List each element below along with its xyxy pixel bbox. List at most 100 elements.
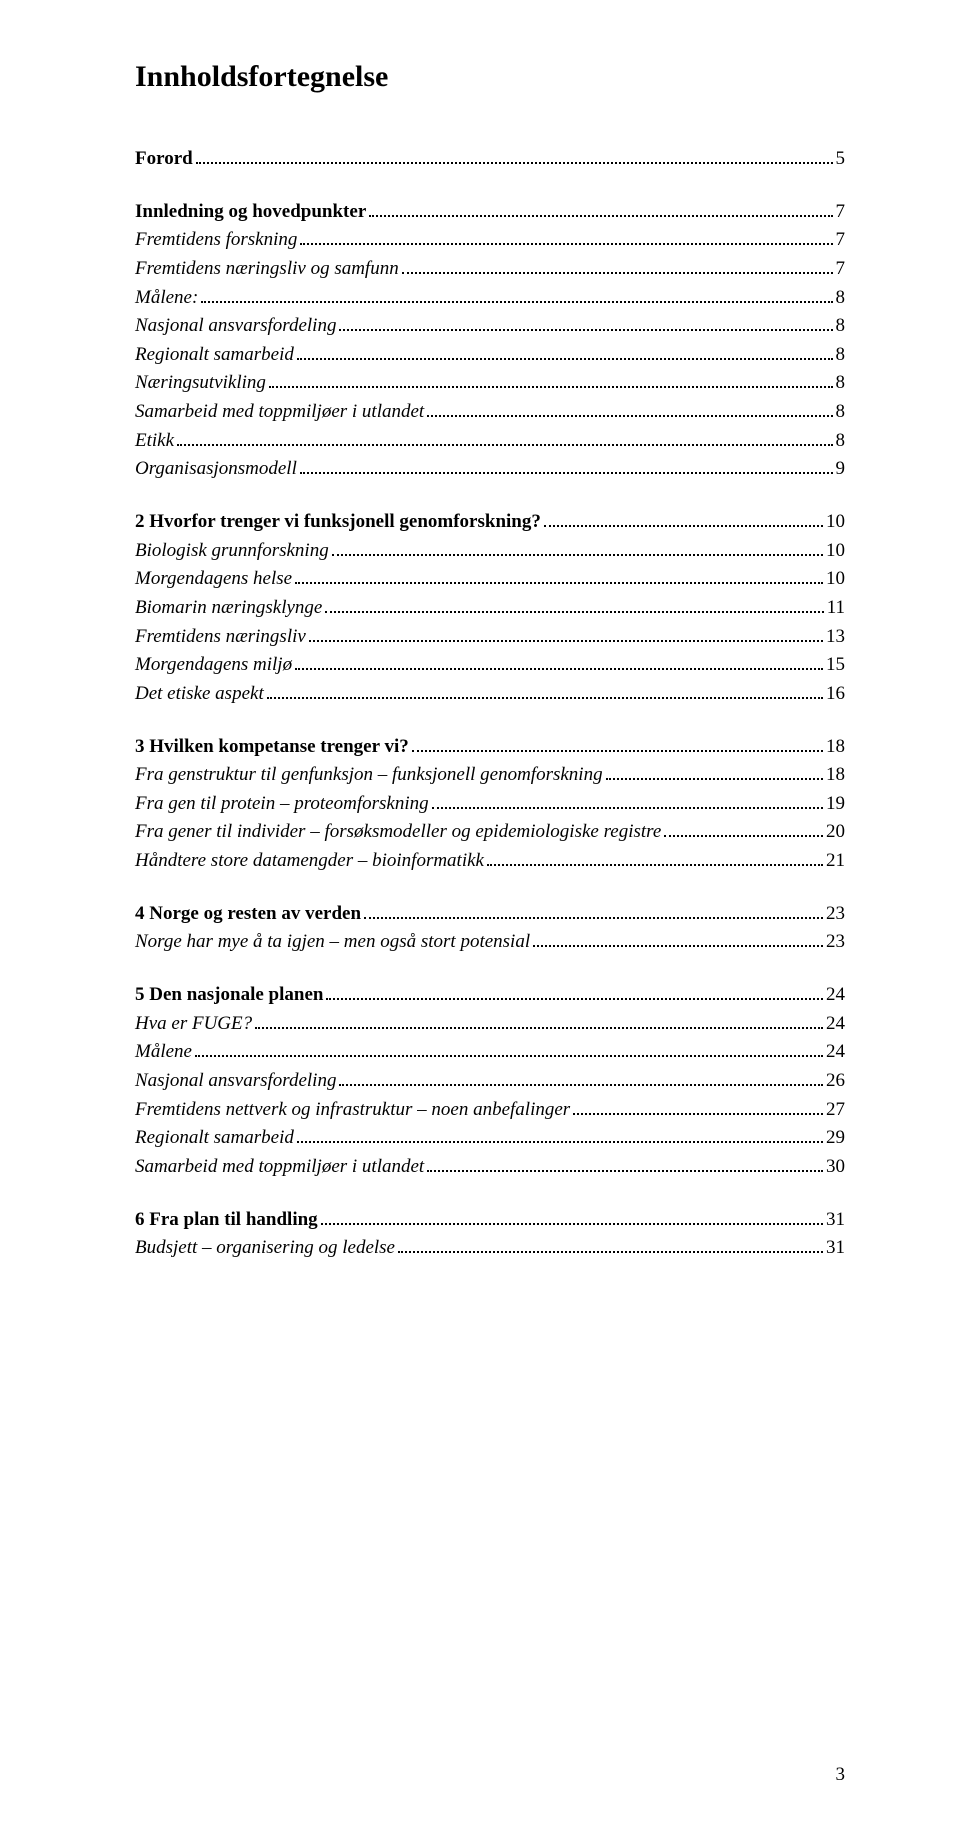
document-page: Innholdsfortegnelse Forord5Innledning og…: [0, 0, 960, 1824]
toc-entry: Fra gener til individer – forsøksmodelle…: [135, 819, 845, 845]
toc-leader-dots: [369, 215, 832, 217]
toc-leader-dots: [533, 945, 823, 947]
toc-entry: Organisasjonsmodell9: [135, 456, 845, 482]
toc-entry-label: Regionalt samarbeid: [135, 1125, 294, 1151]
section-spacer: [135, 877, 845, 901]
toc-entry-label: Hva er FUGE?: [135, 1011, 252, 1037]
toc-entry-page: 8: [836, 370, 846, 396]
toc-entry-label: 4 Norge og resten av verden: [135, 901, 361, 927]
toc-leader-dots: [300, 243, 832, 245]
toc-entry-label: Næringsutvikling: [135, 370, 266, 396]
toc-entry-label: Nasjonal ansvarsfordeling: [135, 1068, 336, 1094]
toc-entry: Næringsutvikling 8: [135, 370, 845, 396]
toc-leader-dots: [339, 329, 832, 331]
toc-entry-page: 24: [826, 1039, 845, 1065]
toc-leader-dots: [364, 917, 823, 919]
toc-entry: Fra gen til protein – proteomforskning19: [135, 791, 845, 817]
toc-entry-label: Morgendagens miljø: [135, 652, 292, 678]
toc-leader-dots: [544, 525, 823, 527]
toc-entry: 2 Hvorfor trenger vi funksjonell genomfo…: [135, 509, 845, 535]
toc-entry-page: 8: [836, 285, 846, 311]
toc-entry: Budsjett – organisering og ledelse 31: [135, 1235, 845, 1261]
toc-leader-dots: [295, 668, 823, 670]
toc-leader-dots: [487, 864, 823, 866]
toc-entry-label: Fremtidens forskning: [135, 227, 297, 253]
toc-leader-dots: [398, 1251, 823, 1253]
table-of-contents: Forord5Innledning og hovedpunkter7Fremti…: [135, 146, 845, 1261]
toc-entry-label: Målene: [135, 1039, 192, 1065]
toc-entry-label: 2 Hvorfor trenger vi funksjonell genomfo…: [135, 509, 541, 535]
toc-entry-page: 7: [836, 256, 846, 282]
toc-entry-page: 8: [836, 342, 846, 368]
toc-entry-label: Budsjett – organisering og ledelse: [135, 1235, 395, 1261]
toc-entry-page: 24: [826, 1011, 845, 1037]
toc-entry: Etikk8: [135, 428, 845, 454]
toc-entry-label: 3 Hvilken kompetanse trenger vi?: [135, 734, 409, 760]
toc-entry-page: 27: [826, 1097, 845, 1123]
toc-entry: Biologisk grunnforskning10: [135, 538, 845, 564]
toc-entry-page: 24: [826, 982, 845, 1008]
toc-entry-label: Nasjonal ansvarsfordeling: [135, 313, 336, 339]
toc-entry-label: Organisasjonsmodell: [135, 456, 297, 482]
toc-entry-label: Samarbeid med toppmiljøer i utlandet: [135, 1154, 424, 1180]
toc-entry: Forord5: [135, 146, 845, 172]
toc-leader-dots: [339, 1084, 823, 1086]
toc-leader-dots: [201, 301, 832, 303]
toc-entry-label: Håndtere store datamengder – bioinformat…: [135, 848, 484, 874]
section-spacer: [135, 1183, 845, 1207]
section-spacer: [135, 175, 845, 199]
toc-entry: Hva er FUGE? 24: [135, 1011, 845, 1037]
toc-entry-label: Innledning og hovedpunkter: [135, 199, 366, 225]
toc-entry-label: Regionalt samarbeid: [135, 342, 294, 368]
toc-leader-dots: [427, 1170, 823, 1172]
toc-entry-label: 6 Fra plan til handling: [135, 1207, 318, 1233]
toc-entry: 6 Fra plan til handling31: [135, 1207, 845, 1233]
toc-leader-dots: [321, 1223, 823, 1225]
toc-entry-page: 16: [826, 681, 845, 707]
toc-entry-label: Forord: [135, 146, 193, 172]
toc-leader-dots: [255, 1027, 823, 1029]
toc-entry: Håndtere store datamengder – bioinformat…: [135, 848, 845, 874]
toc-entry-page: 11: [827, 595, 845, 621]
toc-leader-dots: [196, 162, 833, 164]
toc-entry: Fremtidens næringsliv og samfunn7: [135, 256, 845, 282]
toc-entry: Nasjonal ansvarsfordeling 8: [135, 313, 845, 339]
toc-entry-label: Fremtidens næringsliv: [135, 624, 306, 650]
toc-entry-page: 31: [826, 1235, 845, 1261]
toc-leader-dots: [606, 778, 823, 780]
toc-leader-dots: [300, 472, 833, 474]
toc-entry: Fra genstruktur til genfunksjon – funksj…: [135, 762, 845, 788]
toc-entry-page: 7: [836, 227, 846, 253]
toc-leader-dots: [297, 358, 833, 360]
toc-entry-page: 30: [826, 1154, 845, 1180]
toc-entry: Det etiske aspekt 16: [135, 681, 845, 707]
toc-entry: Fremtidens nettverk og infrastruktur – n…: [135, 1097, 845, 1123]
toc-entry-label: Morgendagens helse: [135, 566, 292, 592]
page-number: 3: [836, 1764, 846, 1786]
toc-leader-dots: [402, 272, 833, 274]
toc-entry: 5 Den nasjonale planen24: [135, 982, 845, 1008]
toc-entry-page: 8: [836, 313, 846, 339]
toc-entry-page: 10: [826, 509, 845, 535]
toc-entry-label: Det etiske aspekt: [135, 681, 264, 707]
section-spacer: [135, 958, 845, 982]
toc-entry: Målene: 8: [135, 285, 845, 311]
toc-entry-label: Samarbeid med toppmiljøer i utlandet: [135, 399, 424, 425]
toc-entry-page: 8: [836, 428, 846, 454]
toc-entry-page: 18: [826, 762, 845, 788]
toc-entry-page: 15: [826, 652, 845, 678]
toc-leader-dots: [325, 611, 823, 613]
toc-leader-dots: [195, 1055, 823, 1057]
toc-entry-page: 8: [836, 399, 846, 425]
toc-entry: 3 Hvilken kompetanse trenger vi? 18: [135, 734, 845, 760]
section-spacer: [135, 485, 845, 509]
toc-entry: Fremtidens forskning 7: [135, 227, 845, 253]
toc-leader-dots: [295, 582, 823, 584]
toc-leader-dots: [326, 998, 823, 1000]
toc-entry: Nasjonal ansvarsfordeling26: [135, 1068, 845, 1094]
toc-leader-dots: [573, 1113, 823, 1115]
toc-entry-label: Fra gen til protein – proteomforskning: [135, 791, 429, 817]
toc-entry-page: 23: [826, 901, 845, 927]
toc-entry-label: Målene:: [135, 285, 198, 311]
toc-entry-page: 18: [826, 734, 845, 760]
